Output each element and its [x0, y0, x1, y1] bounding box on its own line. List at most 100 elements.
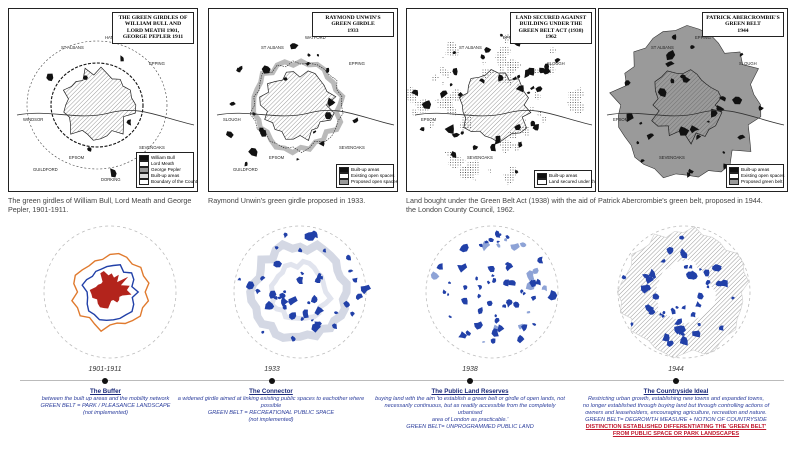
open-space-patch	[624, 80, 631, 86]
public-land-patch	[457, 263, 468, 273]
built-up-patch	[435, 99, 443, 105]
place-label: GUILDFORD	[33, 167, 58, 172]
open-space-patch	[652, 293, 660, 300]
open-space-patch	[661, 314, 665, 318]
open-space-patch	[300, 271, 305, 276]
public-land-patch	[492, 278, 497, 283]
open-space-patch	[326, 67, 330, 73]
legend-label: Existing open spaces	[741, 173, 785, 178]
timeline-dot	[467, 377, 473, 384]
open-space-patch	[453, 72, 457, 76]
public-land-patch	[491, 274, 495, 277]
legend-label: Land secured under the Act with the aid …	[549, 179, 595, 184]
county-of-london-area	[259, 70, 337, 142]
legend-row: Existing open spaces	[339, 173, 394, 179]
river-thames-line	[414, 110, 593, 126]
acquired-land-patch	[518, 323, 524, 330]
timeline-dot	[673, 377, 679, 384]
open-space-patch	[689, 125, 700, 134]
open-space-patch	[282, 304, 287, 310]
acquired-land-patch	[526, 270, 535, 281]
legend-row: Built-up areas	[139, 173, 191, 179]
open-space-patch	[318, 140, 325, 147]
timeline-year: 1944	[668, 366, 684, 373]
public-land-patch	[547, 290, 558, 301]
open-space-patch	[297, 247, 303, 253]
open-space-patch	[324, 112, 332, 120]
legend-swatch	[139, 167, 149, 173]
open-space-patch	[705, 279, 711, 286]
legend-label: George Pepler	[151, 167, 181, 172]
open-space-patch	[621, 275, 627, 280]
open-space-patch	[46, 73, 54, 82]
public-land-patch	[486, 300, 493, 307]
public-land-patch	[508, 280, 516, 286]
legend-swatch	[537, 173, 547, 179]
public-land-patch	[463, 285, 468, 290]
connector-girdle	[246, 239, 351, 343]
open-space-patch	[110, 168, 117, 178]
stage-countryside-ideal: The Countryside Ideal Restricting urban …	[578, 388, 774, 438]
public-land-patch	[503, 279, 509, 287]
acquired-land-patch	[519, 242, 527, 248]
public-land-patch	[448, 281, 452, 284]
historic-map-1901: ST ALBANSHATFIELDEPPINGWINDSOREPSOMSEVEN…	[16, 35, 195, 182]
public-land-patch	[495, 230, 501, 238]
open-space-patch	[327, 97, 336, 107]
legend-label: Built-up areas	[741, 167, 770, 172]
public-land-patch	[465, 330, 471, 336]
open-space-patch	[452, 51, 457, 54]
open-space-patch	[681, 305, 686, 310]
place-label: ST ALBANS	[61, 45, 84, 50]
open-space-patch	[494, 135, 501, 145]
stage-public-land-reserves: The Public Land Reserves buying land wit…	[372, 388, 568, 431]
built-up-patch	[533, 90, 542, 100]
diagram-buffer-svg	[43, 225, 177, 359]
public-land-patch	[458, 331, 467, 339]
open-space-patch	[674, 318, 683, 325]
open-space-patch	[283, 232, 288, 239]
built-up-patch	[447, 41, 457, 49]
open-space-patch	[226, 131, 234, 139]
open-space-patch	[479, 78, 485, 84]
open-space-patch	[346, 254, 351, 261]
open-space-patch	[451, 132, 460, 138]
built-up-core	[89, 271, 132, 309]
open-space-patch	[679, 335, 688, 346]
acquired-land-patch	[541, 285, 547, 292]
stage-line: GREEN BELT= DEGROWTH MEASURE + NOTION OF…	[585, 417, 767, 423]
legend-row: Built-up areas	[537, 173, 589, 179]
legend-label: Lord Meath	[151, 161, 175, 166]
place-label: EPSOM	[269, 155, 285, 160]
open-space-patch	[696, 134, 702, 140]
legend-swatch	[139, 173, 149, 179]
legend-row: Proposed open spaces	[339, 179, 397, 185]
historic-map-1933: ST ALBANS WATFORD EPPING SLOUGH EPSOM SEVENOA…	[216, 35, 395, 172]
public-land-patch	[513, 301, 520, 308]
open-space-patch	[290, 335, 296, 342]
open-space-patch	[348, 269, 354, 273]
legend-row: Existing open spaces	[729, 173, 785, 179]
open-space-patch	[514, 170, 519, 174]
open-space-patch	[679, 235, 685, 240]
open-space-patch	[421, 100, 432, 109]
open-space-patch	[316, 272, 322, 279]
timeline-dot	[269, 377, 275, 384]
built-up-patch	[437, 95, 454, 112]
open-space-patch	[539, 67, 547, 74]
place-label: ST ALBANS	[651, 45, 674, 50]
legend-swatch	[339, 179, 349, 185]
open-space-patch	[289, 43, 299, 50]
stage-line: owners and leaseholders, encouraging agr…	[585, 410, 767, 416]
legend-label: Built-up areas	[549, 173, 578, 178]
open-space-patch	[639, 121, 643, 125]
open-space-patch	[472, 145, 479, 151]
open-space-patch	[646, 133, 655, 140]
place-label: ST ALBANS	[459, 45, 482, 50]
public-land-patch	[502, 304, 507, 309]
legend-label: William Bull	[151, 155, 175, 160]
timeline-line	[20, 380, 784, 381]
map-legend: Built-up areas Existing open spaces Propos…	[726, 164, 784, 188]
legend-swatch	[537, 179, 547, 185]
open-space-patch	[512, 76, 517, 80]
